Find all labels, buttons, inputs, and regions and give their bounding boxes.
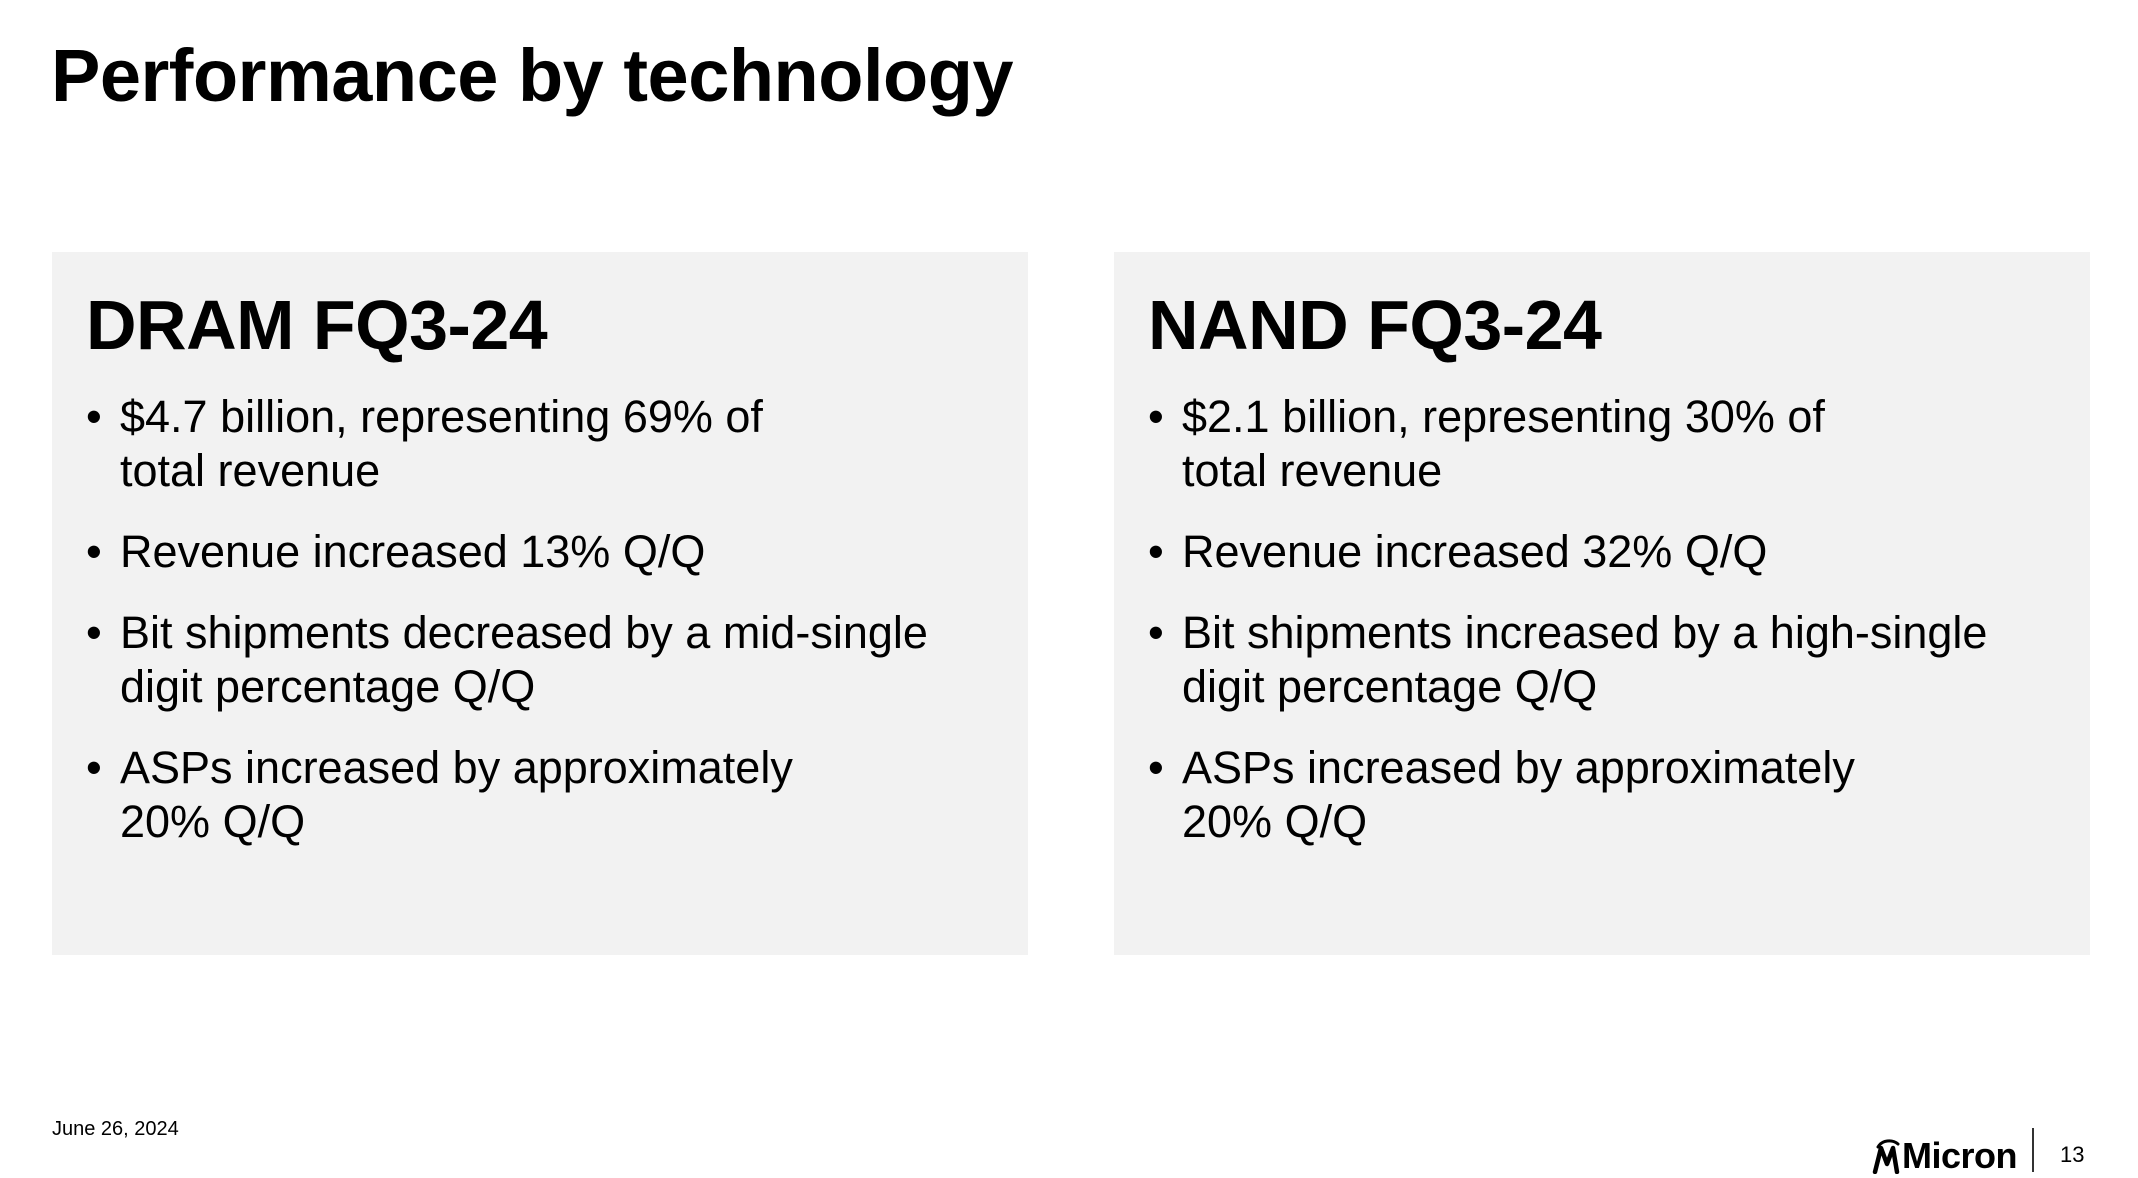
bullet-text: Revenue increased 13% Q/Q [120,526,706,577]
bullet-text: $4.7 billion, representing 69% of total … [120,391,763,496]
footer-date: June 26, 2024 [52,1118,179,1140]
bullet-text: ASPs increased by approximately 20% Q/Q [1182,742,1855,847]
micron-logo-icon [1872,1139,1900,1174]
bullet-text: $2.1 billion, representing 30% of total … [1182,391,1825,496]
bullet-dot-icon: • [86,526,102,577]
footer-divider [2032,1128,2034,1172]
dram-bullet-revenue-share: • $4.7 billion, representing 69% of tota… [86,390,994,498]
nand-panel: NAND FQ3-24 • $2.1 billion, representing… [1114,252,2090,955]
dram-bullet-list: • $4.7 billion, representing 69% of tota… [86,390,994,849]
nand-bullet-revenue-growth: • Revenue increased 32% Q/Q [1148,525,2056,579]
bullet-dot-icon: • [1148,607,1164,658]
nand-bullet-bit-shipments: • Bit shipments increased by a high-sing… [1148,606,2056,714]
slide-title: Performance by technology [51,34,1014,117]
bullet-text: Bit shipments increased by a high-single… [1182,607,1988,712]
nand-bullet-asps: • ASPs increased by approximately 20% Q/… [1148,741,2056,849]
micron-logo: Micron [1872,1134,2018,1176]
micron-logo-text: Micron [1902,1135,2018,1176]
dram-bullet-revenue-growth: • Revenue increased 13% Q/Q [86,525,994,579]
bullet-text: Revenue increased 32% Q/Q [1182,526,1768,577]
bullet-dot-icon: • [86,607,102,658]
bullet-text: Bit shipments decreased by a mid-single … [120,607,928,712]
bullet-dot-icon: • [86,742,102,793]
bullet-dot-icon: • [86,391,102,442]
nand-heading: NAND FQ3-24 [1148,286,1602,364]
dram-heading: DRAM FQ3-24 [86,286,548,364]
nand-bullet-list: • $2.1 billion, representing 30% of tota… [1148,390,2056,849]
page-number: 13 [2060,1142,2085,1167]
bullet-text: ASPs increased by approximately 20% Q/Q [120,742,793,847]
dram-bullet-asps: • ASPs increased by approximately 20% Q/… [86,741,994,849]
nand-bullet-revenue-share: • $2.1 billion, representing 30% of tota… [1148,390,2056,498]
bullet-dot-icon: • [1148,742,1164,793]
dram-bullet-bit-shipments: • Bit shipments decreased by a mid-singl… [86,606,994,714]
bullet-dot-icon: • [1148,391,1164,442]
dram-panel: DRAM FQ3-24 • $4.7 billion, representing… [52,252,1028,955]
bullet-dot-icon: • [1148,526,1164,577]
